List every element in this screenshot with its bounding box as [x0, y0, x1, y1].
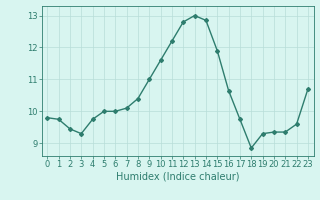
X-axis label: Humidex (Indice chaleur): Humidex (Indice chaleur) [116, 172, 239, 182]
